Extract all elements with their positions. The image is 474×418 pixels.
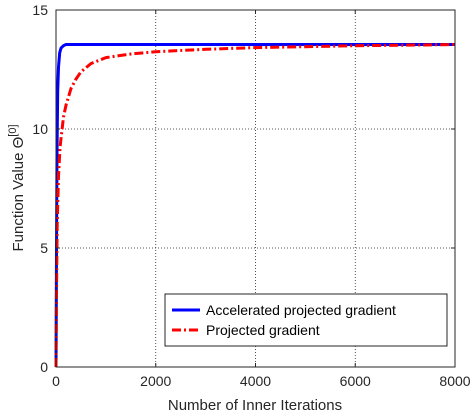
legend: Accelerated projected gradient Projected… [164,293,448,347]
series-layer [54,43,456,368]
x-tick-label: 8000 [439,373,470,389]
y-axis-label-superscript: [0] [7,124,19,136]
y-tick-label: 15 [32,2,48,18]
y-tick-label: 0 [40,359,48,375]
x-axis-label: Number of Inner Iterations [168,397,342,414]
x-tick-label: 2000 [140,373,171,389]
ticks: 0 2000 4000 6000 8000 0 5 10 15 [32,2,470,389]
series-line-accelerated [54,43,455,368]
x-tick-label: 4000 [240,373,271,389]
y-tick-label: 10 [32,121,48,137]
legend-box [164,293,448,347]
y-axis-label: Function Value Θ[0] [7,124,27,251]
y-axis-label-main: Function Value Θ [10,137,27,252]
x-tick-label: 0 [52,373,60,389]
y-tick-label: 5 [40,240,48,256]
series-line-projected [54,43,456,368]
x-tick-label: 6000 [340,373,371,389]
legend-label-projected: Projected gradient [206,322,320,338]
legend-label-accelerated: Accelerated projected gradient [206,302,396,318]
